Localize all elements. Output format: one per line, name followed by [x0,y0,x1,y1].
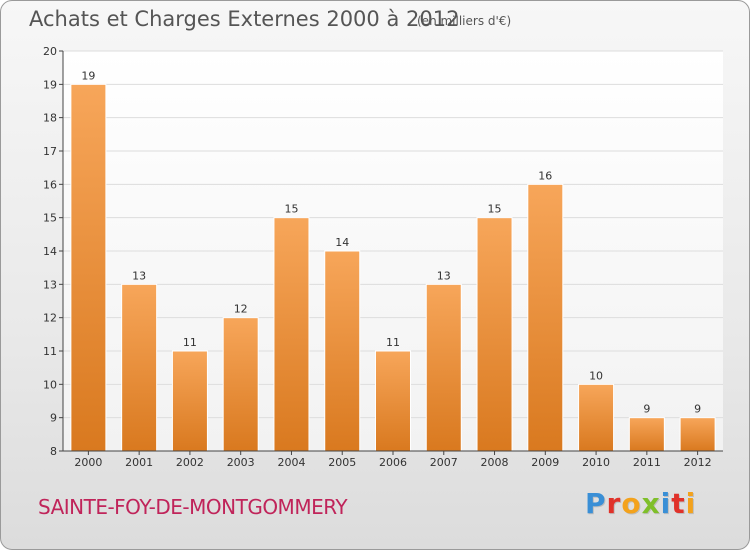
data-label: 15 [488,203,502,216]
data-label: 11 [183,336,197,349]
bar [222,317,259,452]
data-label: 14 [335,236,349,249]
data-label: 11 [386,336,400,349]
data-label: 9 [643,403,650,416]
y-tick-label: 14 [43,245,57,258]
y-tick-label: 8 [50,445,57,458]
data-label: 15 [284,203,298,216]
bar [578,383,615,452]
chart-unit: (en milliers d'€) [417,14,512,28]
x-tick-label: 2004 [277,456,305,469]
y-tick-label: 18 [43,112,57,125]
x-tick-label: 2003 [227,456,255,469]
logo-letter: o [621,487,642,520]
bar [273,217,310,452]
bar [527,183,564,452]
bar [679,417,716,452]
y-tick-label: 12 [43,312,57,325]
x-tick-label: 2011 [633,456,661,469]
x-tick-label: 2002 [176,456,204,469]
y-tick-label: 20 [43,45,57,58]
x-tick-label: 2009 [531,456,559,469]
data-label: 16 [538,169,552,182]
data-label: 19 [81,69,95,82]
x-tick-label: 2006 [379,456,407,469]
y-tick-label: 13 [43,278,57,291]
logo-letter: P [585,487,607,520]
data-label: 10 [589,369,603,382]
y-tick-label: 15 [43,212,57,225]
y-tick-label: 9 [50,412,57,425]
x-tick-label: 2007 [430,456,458,469]
bar [121,283,158,452]
x-tick-label: 2012 [684,456,712,469]
x-tick-label: 2005 [328,456,356,469]
bar [425,283,462,452]
bar [375,350,411,452]
x-tick-label: 2010 [582,456,610,469]
logo-letter: i [660,487,672,520]
bar [476,217,513,452]
logo-letter: i [685,487,697,520]
commune-name: SAINTE-FOY-DE-MONTGOMMERY [38,495,348,519]
logo-letter: t [671,487,686,520]
x-tick-label: 2000 [74,456,102,469]
bar [628,417,665,452]
data-label: 12 [234,303,248,316]
y-tick-label: 11 [43,345,57,358]
y-tick-label: 10 [43,378,57,391]
chart-title: Achats et Charges Externes 2000 à 2012 [29,7,460,31]
logo-letter: x [641,487,661,520]
y-tick-label: 17 [43,145,57,158]
y-tick-label: 19 [43,78,57,91]
x-tick-label: 2001 [125,456,153,469]
bar [171,350,208,452]
logo-letter: r [606,487,622,520]
data-label: 9 [694,403,701,416]
data-label: 13 [437,269,451,282]
bar [324,250,361,452]
proxiti-logo[interactable]: Proxiti [585,487,696,520]
y-tick-label: 16 [43,178,57,191]
data-label: 13 [132,269,146,282]
bar [70,83,107,452]
x-tick-label: 2008 [481,456,509,469]
